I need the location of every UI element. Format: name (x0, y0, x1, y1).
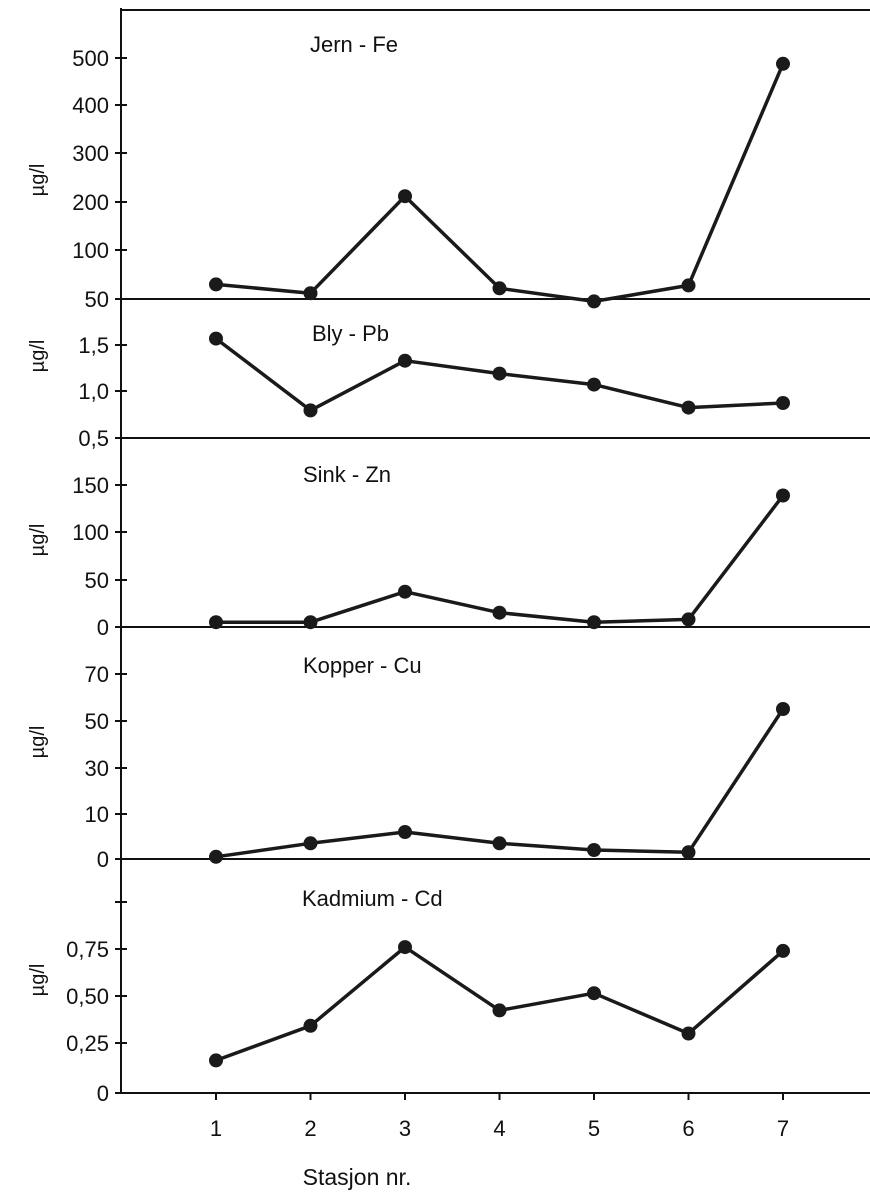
series-line (215, 63, 785, 304)
y-tick-label: 50 (85, 287, 109, 312)
panel-title: Bly - Pb (312, 321, 389, 346)
data-point (681, 845, 696, 860)
x-tick-label: 5 (588, 1116, 600, 1141)
x-tick-label: 1 (210, 1116, 222, 1141)
x-axis-title: Stasjon nr. (303, 1164, 412, 1190)
data-point (398, 940, 412, 955)
data-point (492, 366, 507, 381)
y-tick-label: 70 (85, 662, 109, 687)
data-point (776, 396, 790, 410)
data-point (303, 1018, 318, 1033)
y-tick-label: 0,5 (78, 426, 109, 451)
x-tick-label: 7 (777, 1116, 789, 1141)
y-tick-label: 200 (72, 190, 109, 215)
panel-4: 0 10 30 50 70 Kopper - Cu µg/l (27, 653, 870, 872)
data-point (303, 836, 318, 851)
x-tick-label: 2 (304, 1116, 316, 1141)
data-point (492, 836, 507, 851)
y-tick-label: 500 (72, 46, 109, 71)
y-tick-label: 0,75 (66, 937, 109, 962)
panel-2: 0,5 1,0 1,5 Bly - Pb µg/l (27, 321, 870, 451)
data-point (209, 331, 223, 346)
panel-1: 50 100 200 300 400 500 Jern - Fe µg/l (27, 9, 870, 312)
y-axis-title: µg/l (27, 164, 49, 197)
data-point (398, 584, 412, 599)
series-line (216, 494, 785, 624)
data-point (209, 849, 223, 864)
data-point (587, 986, 601, 1001)
y-tick-label: 30 (85, 756, 109, 781)
y-axis-title: µg/l (27, 524, 49, 557)
y-tick-label: 0,25 (66, 1031, 109, 1056)
data-point (776, 56, 790, 71)
panel-title: Jern - Fe (310, 32, 398, 57)
data-point (492, 1003, 507, 1018)
data-point (209, 615, 223, 630)
data-point (681, 612, 696, 627)
data-point (303, 615, 318, 630)
data-point (398, 353, 412, 368)
data-point (776, 702, 790, 716)
y-tick-label: 400 (72, 93, 109, 118)
data-point (681, 1026, 696, 1041)
data-point (209, 277, 223, 292)
y-tick-label: 50 (85, 709, 109, 734)
data-point (492, 281, 507, 296)
data-point (681, 400, 696, 415)
data-point (587, 843, 601, 857)
panel-3: 0 50 100 150 Sink - Zn µg/l (27, 462, 870, 640)
panel-title: Kopper - Cu (303, 653, 422, 678)
data-point (776, 488, 790, 503)
y-tick-label: 300 (72, 141, 109, 166)
y-tick-label: 1,5 (78, 333, 109, 358)
data-point (587, 377, 601, 392)
y-tick-label: 0 (97, 1081, 109, 1106)
data-point (398, 189, 412, 204)
y-tick-label: 10 (85, 802, 109, 827)
y-tick-label: 50 (85, 568, 109, 593)
data-point (303, 403, 318, 418)
series-line (215, 708, 785, 859)
data-point (303, 286, 318, 301)
x-tick-label: 3 (399, 1116, 411, 1141)
data-point (681, 278, 696, 293)
panel-5: 0 0,25 0,50 0,75 Kadmium - Cd µg/l (27, 886, 870, 1106)
y-tick-label: 150 (72, 473, 109, 498)
data-point (587, 615, 601, 630)
y-axis-title: µg/l (27, 964, 49, 997)
x-tick-label: 6 (682, 1116, 694, 1141)
y-axis-title: µg/l (27, 340, 49, 373)
data-point (492, 605, 507, 620)
y-tick-label: 1,0 (78, 379, 109, 404)
panel-title: Kadmium - Cd (302, 886, 443, 911)
x-tick-label: 4 (493, 1116, 505, 1141)
data-point (776, 943, 790, 958)
y-axis-title: µg/l (27, 726, 49, 759)
x-axis: 1 2 3 4 5 6 7 Stasjon nr. (210, 1093, 789, 1190)
panel-title: Sink - Zn (303, 462, 391, 487)
y-tick-label: 100 (72, 520, 109, 545)
data-point (398, 825, 412, 839)
y-tick-label: 100 (72, 238, 109, 263)
y-tick-label: 0,50 (66, 984, 109, 1009)
y-tick-label: 0 (97, 847, 109, 872)
data-point (587, 294, 601, 309)
data-point (209, 1053, 223, 1068)
y-tick-label: 0 (97, 615, 109, 640)
